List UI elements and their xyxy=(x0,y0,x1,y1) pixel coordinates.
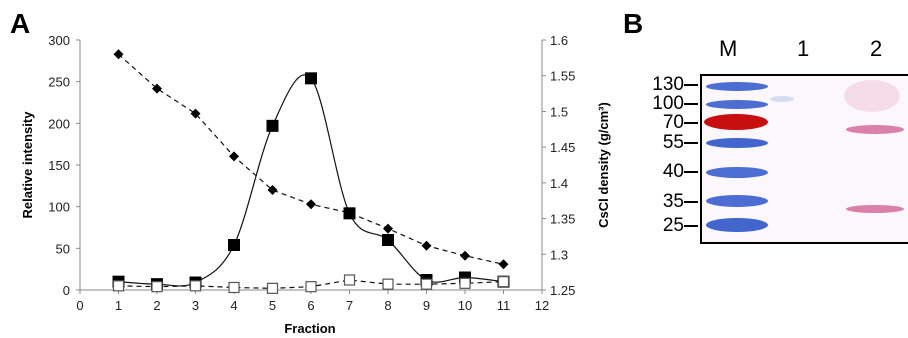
y-right-tick-label: 1.4 xyxy=(550,176,568,191)
x-tick-label: 10 xyxy=(458,298,472,313)
y-right-tick-label: 1.45 xyxy=(550,140,575,155)
series-2-point xyxy=(460,250,470,261)
x-tick-label: 4 xyxy=(230,298,237,313)
y-right-tick-label: 1.6 xyxy=(550,33,568,48)
series-1-point xyxy=(228,281,240,294)
series-1-point xyxy=(343,274,356,286)
mw-tick-70 xyxy=(684,122,698,124)
series-2-point xyxy=(421,240,432,251)
gel-lane-label-1: 1 xyxy=(797,36,810,61)
series-2-line xyxy=(118,53,504,265)
mw-label-25: 25 xyxy=(662,215,684,236)
series-2-point xyxy=(344,207,355,218)
y-left-tick-label: 0 xyxy=(63,283,70,298)
x-tick-label: 7 xyxy=(346,298,353,313)
gel-band-marker-25 xyxy=(706,218,768,232)
x-tick-label: 0 xyxy=(76,298,83,313)
y-right-tick-label: 1.5 xyxy=(550,104,568,119)
gel-lane-label-m: M xyxy=(719,36,738,61)
panel-b-label: B xyxy=(623,8,644,39)
y-left-tick-label: 200 xyxy=(48,116,70,131)
y-left-tick-label: 100 xyxy=(48,200,70,215)
panel-a-label: A xyxy=(10,8,31,39)
gel-band-lane2-smear xyxy=(844,80,900,112)
y-left-tick-label: 300 xyxy=(48,33,70,48)
mw-label-130: 130 xyxy=(652,74,684,95)
y-axis-right-title: CsCl density (g/cm³) xyxy=(596,102,611,228)
series-1-point xyxy=(266,282,279,294)
y-right-tick-label: 1.35 xyxy=(550,212,575,227)
series-2-point xyxy=(113,49,124,60)
x-tick-label: 12 xyxy=(535,298,549,313)
series-1-point xyxy=(420,278,433,290)
series-2-point xyxy=(267,185,278,195)
series-2-point xyxy=(306,199,316,210)
series-0-point xyxy=(382,234,394,246)
series-2-point xyxy=(190,108,201,119)
x-tick-label: 3 xyxy=(192,298,199,313)
mw-label-35: 35 xyxy=(662,191,684,212)
mw-tick-100 xyxy=(684,103,698,105)
mw-tick-40 xyxy=(684,171,698,173)
y-axis-left-title: Relative intensity xyxy=(20,111,35,219)
series-2-point xyxy=(152,83,162,94)
series-1-point xyxy=(459,277,471,289)
gel-band-lane2-lower xyxy=(846,205,904,213)
series-1-point xyxy=(189,280,202,292)
mw-tick-55 xyxy=(684,142,698,144)
x-tick-label: 9 xyxy=(423,298,430,313)
y-right-tick-label: 1.25 xyxy=(550,283,575,298)
y-left-tick-label: 250 xyxy=(48,75,70,90)
y-left-tick-label: 50 xyxy=(56,241,70,256)
x-tick-label: 8 xyxy=(384,298,391,313)
mw-tick-25 xyxy=(684,225,698,227)
series-0-line xyxy=(118,74,504,287)
series-0-point xyxy=(266,119,279,132)
mw-label-70: 70 xyxy=(662,112,684,133)
series-0-point xyxy=(305,72,317,85)
y-left-tick-label: 150 xyxy=(48,158,70,173)
mw-tick-35 xyxy=(684,201,698,203)
series-1-point xyxy=(497,276,510,288)
x-tick-label: 1 xyxy=(115,298,122,313)
x-tick-label: 11 xyxy=(497,298,511,313)
series-2-point xyxy=(383,223,393,234)
series-1-point xyxy=(305,281,317,293)
series-2-point xyxy=(229,151,239,162)
mw-label-55: 55 xyxy=(662,132,684,153)
series-0-point xyxy=(228,239,240,251)
series-1-point xyxy=(151,281,163,293)
gel-band-lane1-faint xyxy=(770,96,794,102)
gel-band-marker-70 xyxy=(704,114,768,130)
mw-label-40: 40 xyxy=(662,161,684,182)
x-tick-label: 5 xyxy=(269,298,276,313)
x-tick-label: 6 xyxy=(307,298,314,313)
series-1-point xyxy=(112,280,125,292)
chart-tick-labels: 0 1 2 3 4 5 6 7 8 9 10 11 120501001502002503001.251.… xyxy=(48,33,575,313)
gel-band-marker-40 xyxy=(706,167,768,178)
y-right-tick-label: 1.3 xyxy=(550,247,568,262)
gel-band-marker-130 xyxy=(706,82,768,91)
gel-band-marker-35 xyxy=(706,195,768,207)
mw-tick-130 xyxy=(684,84,698,86)
gel-lane-label-2: 2 xyxy=(870,36,883,61)
gel-image xyxy=(700,74,908,244)
series-1-point xyxy=(382,278,394,290)
x-axis-title: Fraction xyxy=(284,321,335,336)
y-right-tick-label: 1.55 xyxy=(550,69,575,84)
gel-band-marker-100 xyxy=(706,100,768,109)
chart-series xyxy=(112,49,510,294)
mw-label-100: 100 xyxy=(652,93,684,114)
gel-band-marker-55 xyxy=(706,138,768,148)
series-2-point xyxy=(498,259,509,270)
gel-band-lane2-upper xyxy=(846,125,904,134)
x-tick-label: 2 xyxy=(153,298,160,313)
